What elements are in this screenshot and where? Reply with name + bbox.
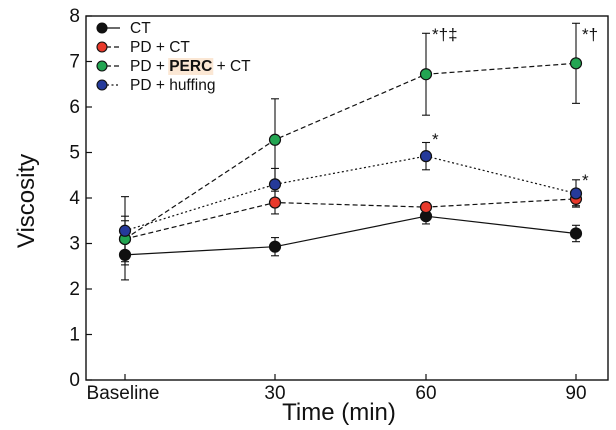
y-tick-label: 2 [69, 279, 80, 300]
legend-label: CT [130, 20, 151, 37]
y-tick-label: 6 [69, 97, 80, 118]
x-tick-label: 90 [565, 383, 586, 404]
legend: CT PD + CT PD + PERC + CT PD + huffing [96, 20, 251, 94]
data-point [118, 224, 132, 237]
legend-marker [96, 79, 108, 91]
data-point [569, 57, 583, 70]
data-point [268, 240, 282, 253]
series-4-markers [118, 150, 583, 237]
x-tick-label: 60 [415, 383, 436, 404]
legend-marker [96, 60, 108, 72]
y-axis-title: Viscosity [13, 154, 40, 248]
legend-highlight [168, 58, 214, 75]
significance-marker: *† [582, 25, 598, 44]
data-point [268, 133, 282, 146]
data-point [268, 178, 282, 191]
axes: 0 1 2 3 4 5 6 7 8 Baseline 30 60 90 [69, 6, 609, 404]
legend-marker [96, 22, 108, 34]
y-tick-label: 1 [69, 325, 80, 346]
y-tick-label: 5 [69, 143, 80, 164]
series-line [124, 215, 577, 256]
annotation-layer: *†‡ *† * * [432, 25, 598, 190]
significance-marker: * [432, 130, 439, 149]
significance-marker: * [582, 171, 589, 190]
x-axis-title: Time (min) [282, 399, 396, 426]
series-2-markers [118, 192, 583, 246]
x-tick-label: Baseline [87, 383, 160, 404]
series-layer [118, 22, 583, 281]
series-2 [121, 190, 580, 258]
series-line [124, 62, 577, 240]
y-tick-label: 8 [69, 6, 80, 27]
legend-label: PD + PERC + CT [130, 58, 251, 75]
data-point [268, 196, 282, 209]
data-point [419, 150, 433, 163]
legend-label: PD + CT [130, 39, 190, 56]
series-line [124, 155, 577, 232]
significance-marker: *†‡ [432, 25, 458, 44]
x-tick-label: 30 [264, 383, 285, 404]
series-1-markers [118, 210, 583, 261]
legend-label: PD + huffing [130, 77, 215, 94]
data-point [569, 227, 583, 240]
series-line [124, 198, 577, 240]
data-point [118, 248, 132, 261]
y-tick-label: 3 [69, 234, 80, 255]
data-point [419, 201, 433, 214]
legend-marker [96, 41, 108, 53]
y-tick-label: 7 [69, 52, 80, 73]
data-point [419, 68, 433, 81]
y-tick-label: 4 [69, 188, 80, 209]
series-4 [121, 141, 580, 266]
y-tick-label: 0 [69, 370, 80, 391]
data-point [569, 187, 583, 200]
series-1 [121, 207, 580, 281]
